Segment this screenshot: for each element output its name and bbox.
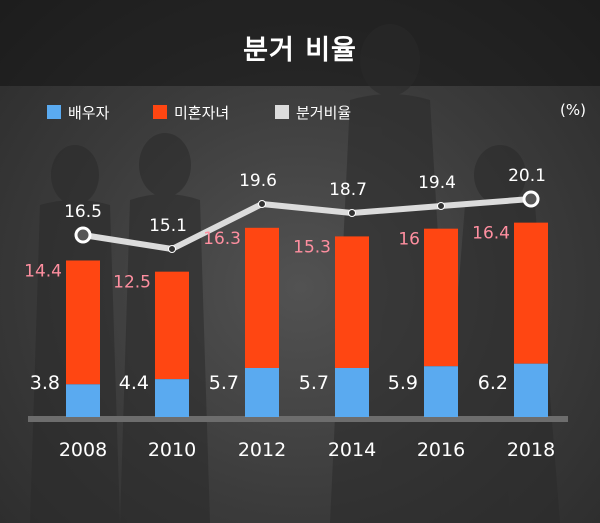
page-title: 분거 비율	[243, 35, 357, 66]
x-tick-2014: 2014	[328, 439, 376, 461]
label-spouse-2008: 3.8	[30, 372, 60, 394]
x-tick-2012: 2012	[238, 439, 286, 461]
ratio-point-2012	[258, 200, 266, 208]
label-spouse-2018: 6.2	[478, 372, 508, 394]
bar-spouse-2010	[155, 379, 189, 417]
label-ratio-2010: 15.1	[149, 216, 187, 236]
bar-children-2014	[335, 236, 369, 368]
legend-swatch-ratio	[275, 105, 289, 119]
legend-label-spouse: 배우자	[68, 104, 110, 122]
ratio-point-2010	[168, 245, 176, 253]
label-children-2016: 16	[398, 230, 420, 250]
label-spouse-2012: 5.7	[209, 372, 239, 394]
people-silhouette	[30, 24, 560, 523]
label-children-2010: 12.5	[113, 273, 151, 293]
bar-children-2010	[155, 271, 189, 380]
bar-children-2016	[424, 228, 458, 367]
label-ratio-2018: 20.1	[508, 166, 546, 186]
x-tick-2018: 2018	[507, 439, 555, 461]
label-spouse-2016: 5.9	[388, 372, 418, 394]
bar-spouse-2016	[424, 366, 458, 417]
legend-label-children: 미혼자녀	[174, 104, 229, 122]
label-children-2014: 15.3	[293, 237, 331, 257]
bar-children-2012	[245, 227, 279, 368]
ratio-point-2014	[348, 209, 356, 217]
bar-spouse-2012	[245, 367, 279, 417]
legend: 배우자 미혼자녀 분거비율 (%)	[47, 101, 586, 122]
label-children-2008: 14.4	[24, 261, 62, 281]
x-tick-2010: 2010	[148, 439, 196, 461]
label-children-2018: 16.4	[472, 224, 510, 244]
bar-spouse-2018	[514, 363, 548, 417]
label-ratio-2014: 18.7	[329, 180, 367, 200]
bar-spouse-2008	[66, 384, 100, 417]
bar-children-2018	[514, 222, 548, 364]
legend-swatch-spouse	[47, 105, 61, 119]
label-spouse-2014: 5.7	[299, 372, 329, 394]
title-band	[0, 0, 600, 86]
legend-label-ratio: 분거비율	[296, 104, 351, 122]
labels-layer: 3.8 14.4 2008 4.4 12.5 2010 5.7 16.3 2012 5.7 15.3…	[24, 166, 555, 461]
bar-spouse-2014	[335, 367, 369, 417]
line-layer	[74, 190, 540, 253]
ratio-point-2008	[74, 226, 92, 244]
ratio-point-2018	[522, 190, 540, 208]
unit-label: (%)	[560, 101, 586, 119]
label-ratio-2008: 16.5	[64, 202, 102, 222]
ratio-line	[82, 196, 532, 252]
label-ratio-2016: 19.4	[418, 173, 456, 193]
label-ratio-2012: 19.6	[239, 171, 277, 191]
x-tick-2008: 2008	[59, 439, 107, 461]
label-spouse-2010: 4.4	[119, 372, 149, 394]
bars-layer	[66, 222, 548, 417]
ratio-point-2016	[437, 202, 445, 210]
x-tick-2016: 2016	[417, 439, 465, 461]
label-children-2012: 16.3	[203, 229, 241, 249]
chart-baseline	[28, 416, 568, 422]
bar-children-2008	[66, 260, 100, 385]
legend-swatch-children	[153, 105, 167, 119]
